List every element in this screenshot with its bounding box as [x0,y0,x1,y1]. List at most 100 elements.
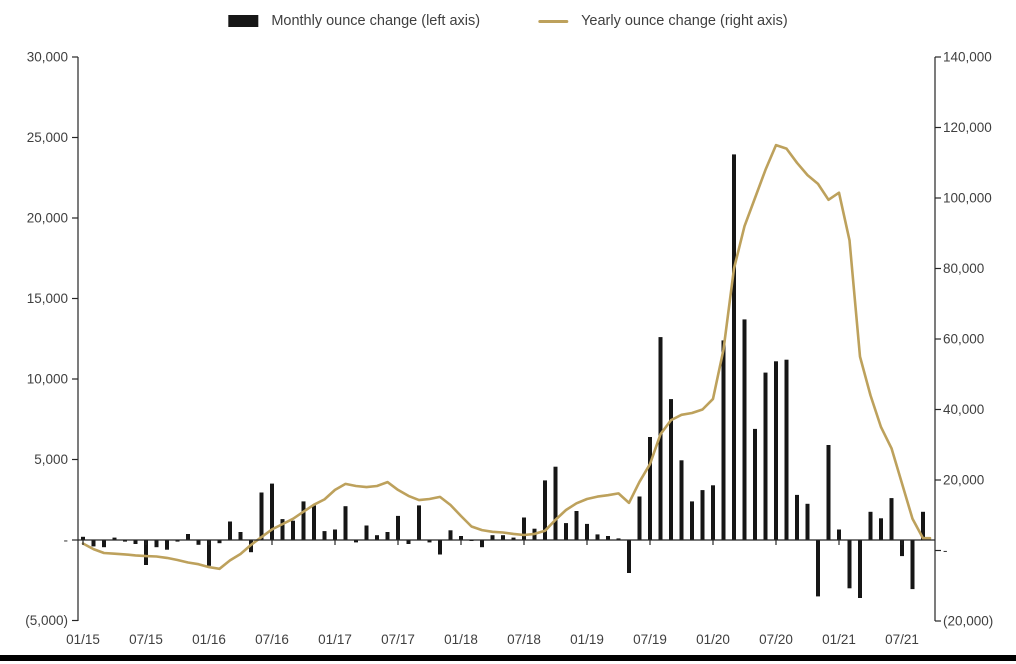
monthly-change-bar [417,505,421,540]
monthly-change-bar [123,540,127,542]
monthly-change-bar [837,529,841,540]
monthly-change-bar [385,532,390,540]
right-axis-label: (20,000) [943,614,993,629]
x-axis-label: 01/19 [570,632,604,647]
monthly-change-bar [81,536,85,540]
x-axis-label: 07/17 [381,632,415,647]
left-axis-label: (5,000) [25,613,68,628]
monthly-change-bar [343,506,348,540]
monthly-change-bar [553,466,558,540]
legend-yearly-label: Yearly ounce change (right axis) [581,13,788,29]
right-axis-label: 40,000 [943,402,984,417]
monthly-change-bar [669,399,673,540]
monthly-change-bar [154,540,159,548]
monthly-change-bar [805,503,810,540]
monthly-change-bar [291,520,295,540]
monthly-change-bar [543,480,547,540]
left-axis-label: 5,000 [34,452,68,467]
monthly-change-bar [564,523,568,540]
monthly-change-bar [742,319,747,540]
monthly-change-bar [753,428,757,540]
x-axis-label: 07/20 [759,632,793,647]
left-axis-label: 10,000 [27,372,68,387]
monthly-change-bar [448,530,453,540]
x-axis-label: 07/18 [507,632,541,647]
monthly-change-bar [490,535,495,540]
monthly-change-bar [364,525,369,540]
x-axis-label: 01/20 [696,632,730,647]
right-axis-label: 80,000 [943,261,984,276]
monthly-change-bar [627,540,631,573]
monthly-change-bar [574,511,579,540]
monthly-change-bar [522,517,526,540]
monthly-change-bar [333,529,337,540]
monthly-change-bar [595,534,600,540]
monthly-change-bar [354,540,358,543]
monthly-change-bar [91,540,96,547]
x-axis-label: 01/17 [318,632,352,647]
bar-series-swatch-icon [228,15,259,27]
left-axis-label: - [64,533,69,548]
legend-monthly-label: Monthly ounce change (left axis) [271,13,481,29]
monthly-change-bar [322,531,327,540]
monthly-change-bar [280,519,285,540]
monthly-change-bar [847,540,852,589]
monthly-change-bar [816,540,820,597]
monthly-change-bar [774,361,778,540]
monthly-change-bar [732,154,736,540]
monthly-change-bar [375,535,379,540]
legend: Monthly ounce change (left axis) Yearly … [228,13,788,29]
legend-item-monthly: Monthly ounce change (left axis) [228,13,480,29]
monthly-change-bar [879,518,883,540]
monthly-change-bar [658,337,663,540]
x-axis-label: 07/16 [255,632,289,647]
x-axis-label: 07/21 [885,632,919,647]
monthly-change-bar [889,498,894,540]
right-axis-label: 140,000 [943,50,992,65]
monthly-change-bar [144,540,148,565]
monthly-change-bar [133,540,138,544]
left-axis-label: 20,000 [27,211,68,226]
legend-item-yearly: Yearly ounce change (right axis) [538,13,788,29]
monthly-change-bar [112,537,117,540]
monthly-change-bar [406,540,411,544]
monthly-change-bar [102,540,106,548]
x-axis-label: 01/21 [822,632,856,647]
monthly-change-bar [700,490,705,540]
monthly-change-bar [763,372,768,540]
monthly-change-bar [238,532,243,540]
left-axis-label: 25,000 [27,130,68,145]
monthly-change-bar [480,540,484,548]
monthly-change-bar [301,501,306,540]
right-axis-label: 100,000 [943,191,992,206]
monthly-change-bar [165,540,169,550]
monthly-change-bar [228,521,232,540]
monthly-change-bar [648,437,652,540]
x-axis-label: 01/16 [192,632,226,647]
monthly-change-bar [427,540,432,543]
right-axis-label: - [943,543,948,558]
monthly-change-bar [438,540,442,555]
monthly-change-bar [900,540,904,557]
left-axis-label: 30,000 [27,50,68,65]
right-axis-label: 60,000 [943,332,984,347]
monthly-change-bar [585,523,589,540]
monthly-change-bar [459,536,463,540]
line-series-swatch-icon [538,19,569,23]
monthly-change-bar [606,536,610,540]
monthly-change-bar [921,511,925,540]
right-axis-label: 120,000 [943,120,992,135]
monthly-change-bar [312,505,316,540]
monthly-change-bar [207,540,211,566]
monthly-change-bar [186,534,190,540]
monthly-change-bar [511,537,516,540]
monthly-change-bar [690,501,694,540]
monthly-change-bar [501,535,505,540]
monthly-change-bar [711,485,715,540]
monthly-change-bar [868,511,873,540]
monthly-change-bar [217,540,222,544]
monthly-change-bar [175,540,180,542]
monthly-change-bar [616,538,621,540]
